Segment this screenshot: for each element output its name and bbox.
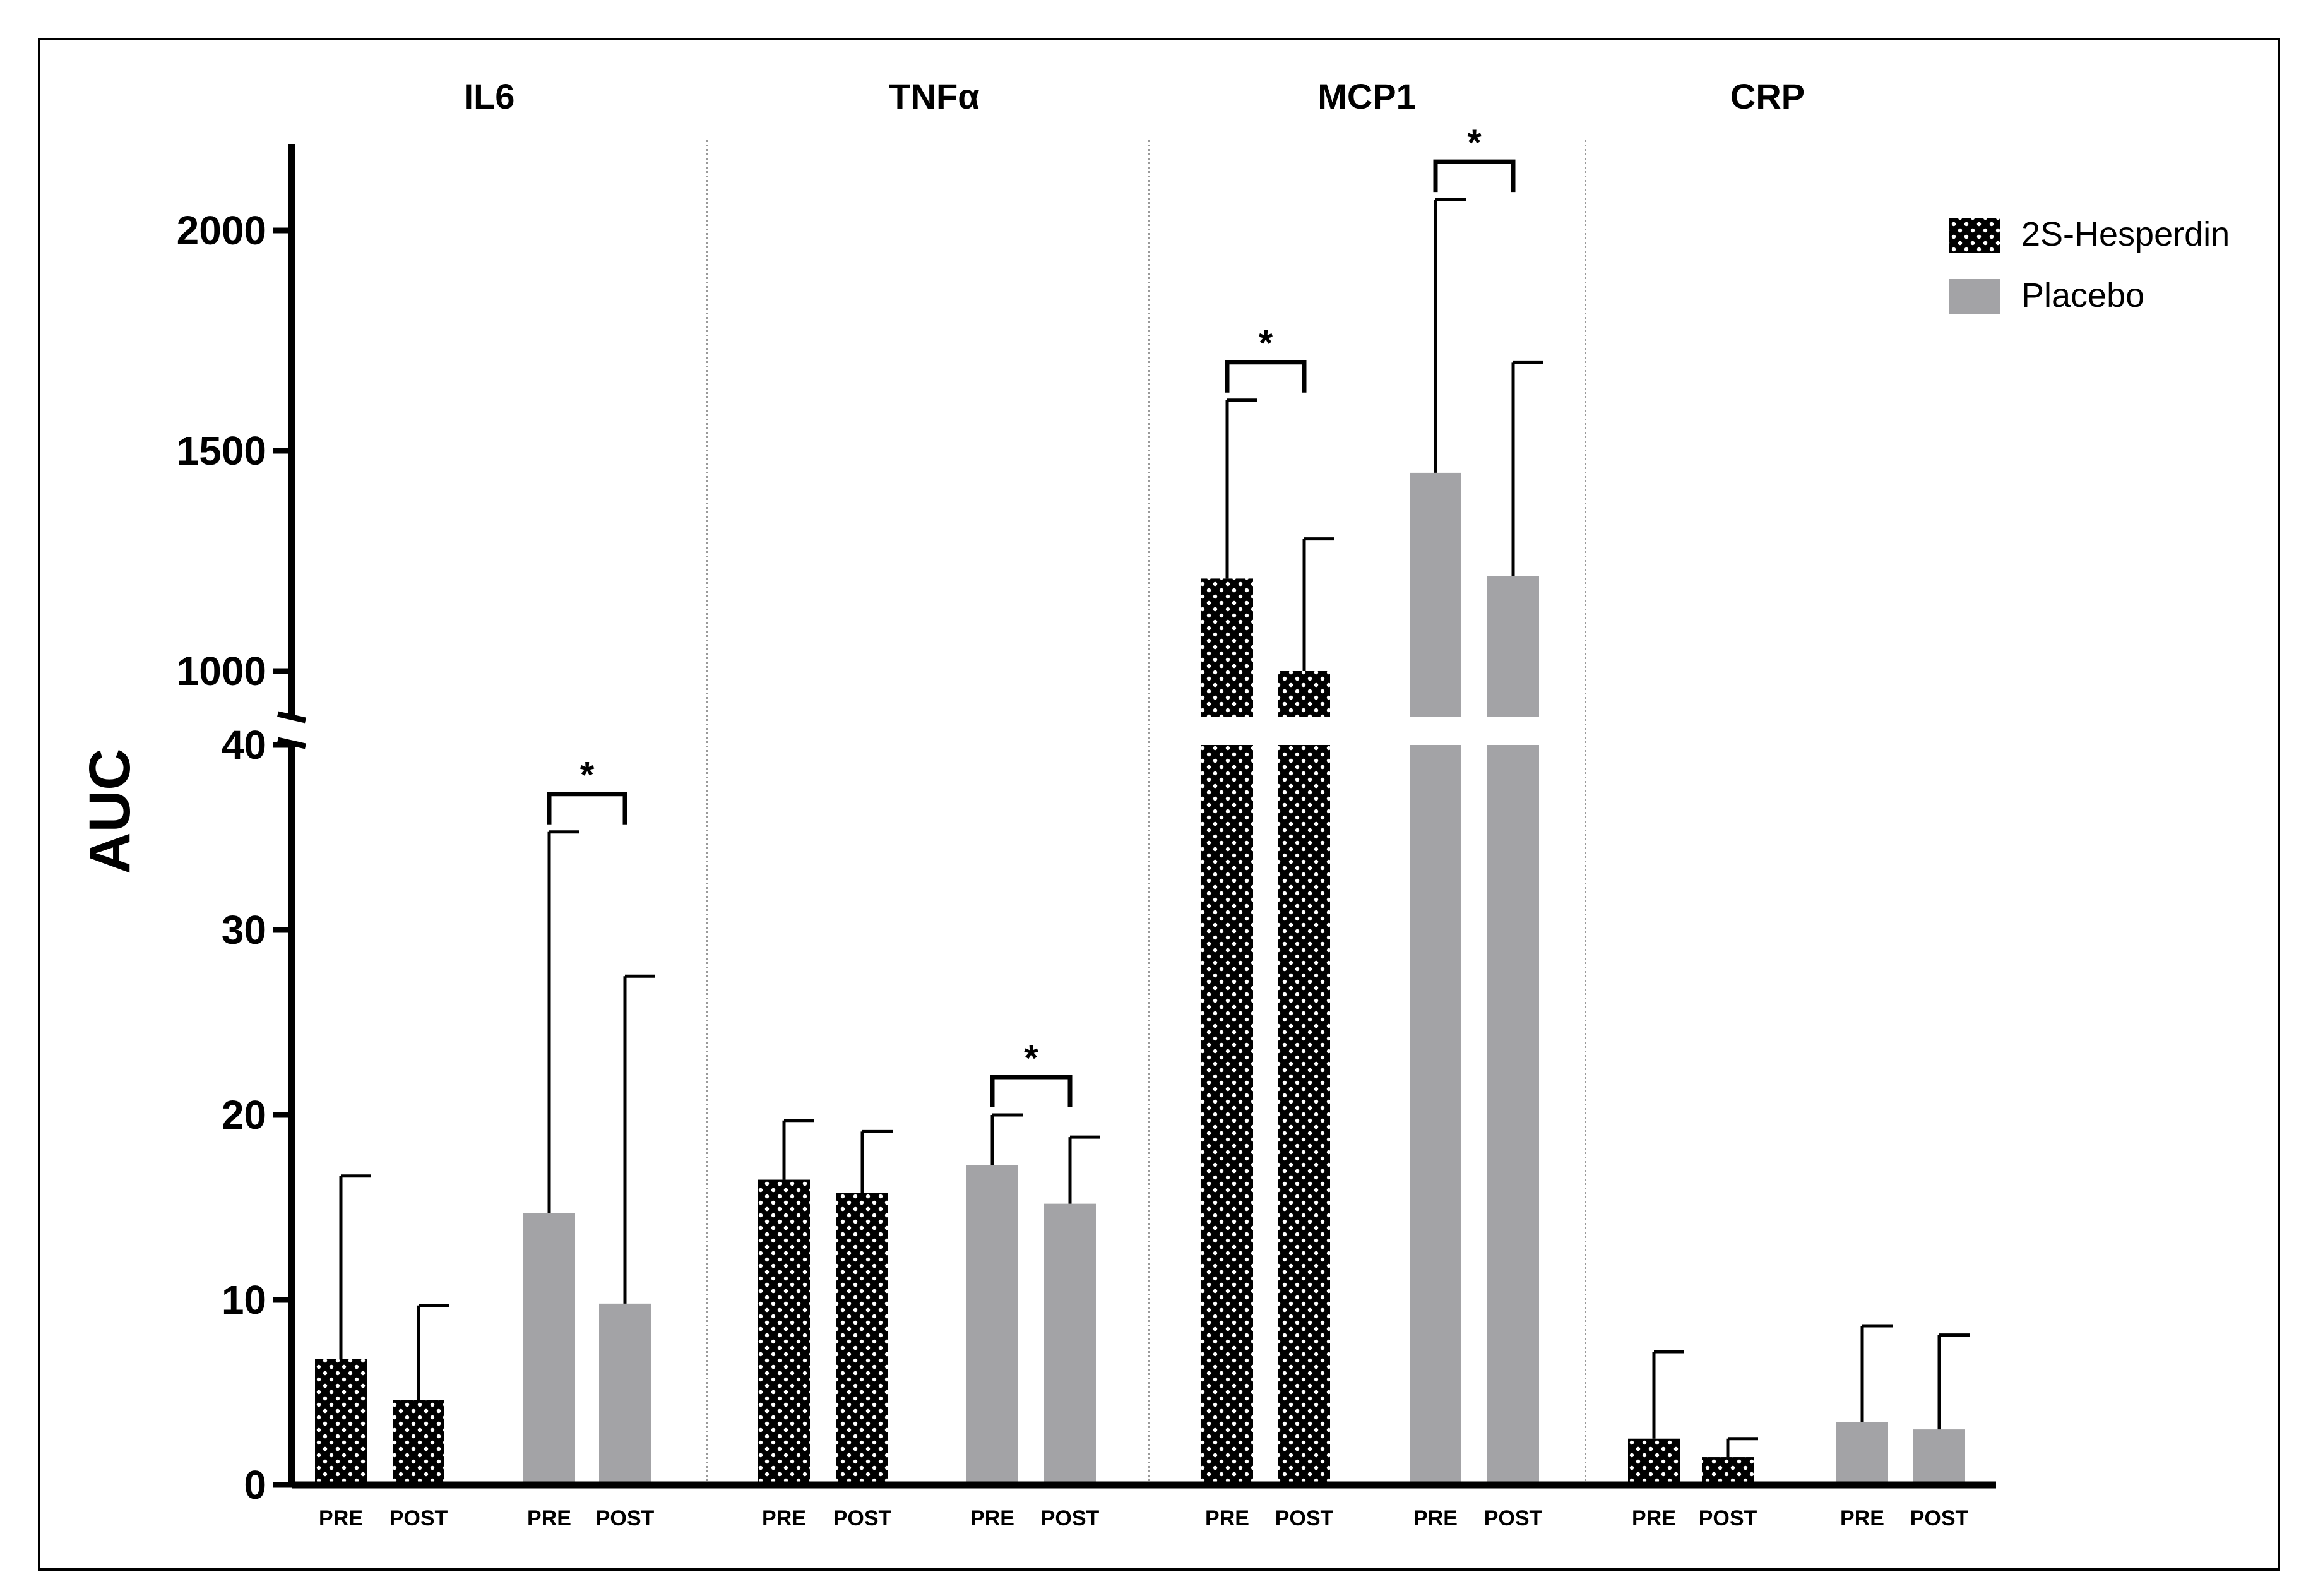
bar [758, 1179, 810, 1485]
bar-label: PRE [762, 1506, 806, 1530]
bar-label: PRE [1413, 1506, 1458, 1530]
legend-swatch [1949, 218, 2000, 253]
bar [1201, 578, 1253, 717]
bar [315, 1359, 367, 1485]
y-tick-label: 2000 [177, 208, 266, 253]
panel-dividers [706, 140, 1586, 1485]
legend-label: Placebo [2021, 277, 2144, 314]
y-axis-label: AUC [78, 748, 142, 874]
legend-swatch [1949, 279, 2000, 314]
bar [1487, 576, 1539, 717]
legend-label: 2S-Hesperdin [2021, 215, 2230, 253]
panel-title: IL6 [464, 76, 515, 116]
bar-label: PRE [970, 1506, 1014, 1530]
axes: 0 10 20 30 40 1000 1500 2000 [177, 144, 1996, 1508]
bar [1201, 745, 1253, 1485]
bar-label: POST [1041, 1506, 1100, 1530]
bar [1044, 1203, 1096, 1485]
bar-label: PRE [1632, 1506, 1676, 1530]
bar-label: PRE [1840, 1506, 1884, 1530]
bar-label: POST [1699, 1506, 1757, 1530]
bar-label: PRE [1205, 1506, 1249, 1530]
significance-bracket [1225, 360, 1307, 393]
bar-label: PRE [527, 1506, 571, 1530]
panel-title: TNFα [889, 76, 979, 116]
significance-bracket [990, 1075, 1073, 1107]
significance-asterisk: * [1024, 1038, 1038, 1079]
bar [1278, 671, 1330, 717]
y-tick-label: 30 [222, 907, 266, 953]
y-tick-label: 10 [222, 1277, 266, 1323]
panel-title: CRP [1730, 76, 1805, 116]
y-tick-label: 20 [222, 1092, 266, 1138]
significance-bracket [1433, 159, 1516, 193]
significance-asterisk: * [1259, 323, 1273, 364]
bar-label: POST [1484, 1506, 1543, 1530]
bar [836, 1193, 888, 1485]
labels: IL6 PRE POST PRE POST TNFα PRE POST PRE POST MCP1 P… [78, 76, 1969, 1530]
bar-label: POST [1910, 1506, 1969, 1530]
y-tick-label: 40 [222, 722, 266, 768]
significance-bracket [547, 792, 627, 825]
bar [966, 1165, 1018, 1485]
bar [599, 1303, 651, 1485]
bar [1410, 745, 1461, 1485]
bar-label: POST [833, 1506, 892, 1530]
bar [1628, 1438, 1680, 1485]
bars [315, 472, 1965, 1485]
bar [1487, 745, 1539, 1485]
significance-asterisk: * [1467, 122, 1482, 164]
bar [393, 1400, 444, 1485]
bar [1702, 1457, 1754, 1485]
axis-break-mark [277, 711, 306, 724]
legend: 2S-Hesperdin Placebo [1949, 215, 2230, 314]
error-bars [339, 198, 1970, 1458]
bar-label: POST [389, 1506, 448, 1530]
panel-title: MCP1 [1317, 76, 1416, 116]
bar [523, 1213, 575, 1485]
bar [1836, 1422, 1888, 1485]
y-tick-label: 0 [244, 1462, 266, 1508]
bar [1913, 1429, 1965, 1485]
bar [1410, 472, 1461, 717]
bar-label: POST [596, 1506, 655, 1530]
significance-brackets: * * * * [547, 122, 1516, 1107]
bar-label: PRE [319, 1506, 363, 1530]
bar-label: POST [1275, 1506, 1334, 1530]
y-tick-label: 1000 [177, 648, 266, 694]
significance-asterisk: * [580, 755, 595, 796]
bar [1278, 745, 1330, 1485]
figure-border [38, 38, 2280, 1571]
y-tick-label: 1500 [177, 428, 266, 473]
